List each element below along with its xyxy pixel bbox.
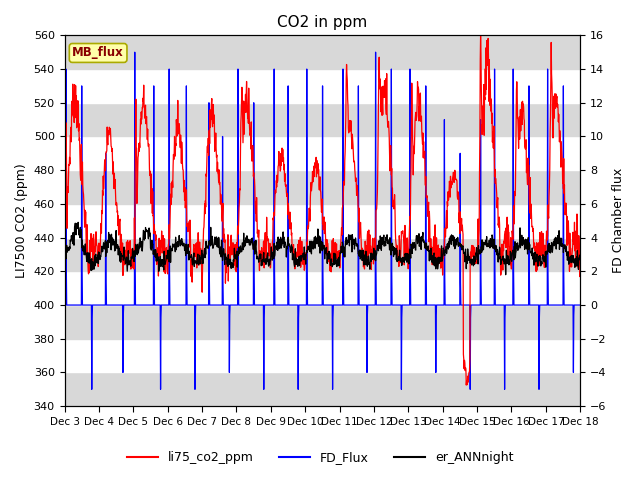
Bar <box>65 69 580 103</box>
Bar <box>65 372 580 406</box>
Bar <box>65 36 580 69</box>
Bar <box>65 103 580 136</box>
Bar <box>65 238 580 271</box>
Legend: li75_co2_ppm, FD_Flux, er_ANNnight: li75_co2_ppm, FD_Flux, er_ANNnight <box>122 446 518 469</box>
Bar <box>65 305 580 339</box>
Y-axis label: FD Chamber flux: FD Chamber flux <box>612 168 625 274</box>
Bar <box>65 339 580 372</box>
Text: MB_flux: MB_flux <box>72 47 124 60</box>
Bar <box>65 136 580 170</box>
Y-axis label: LI7500 CO2 (ppm): LI7500 CO2 (ppm) <box>15 163 28 278</box>
Bar <box>65 170 580 204</box>
Bar <box>65 204 580 238</box>
Title: CO2 in ppm: CO2 in ppm <box>277 15 367 30</box>
Bar <box>65 271 580 305</box>
